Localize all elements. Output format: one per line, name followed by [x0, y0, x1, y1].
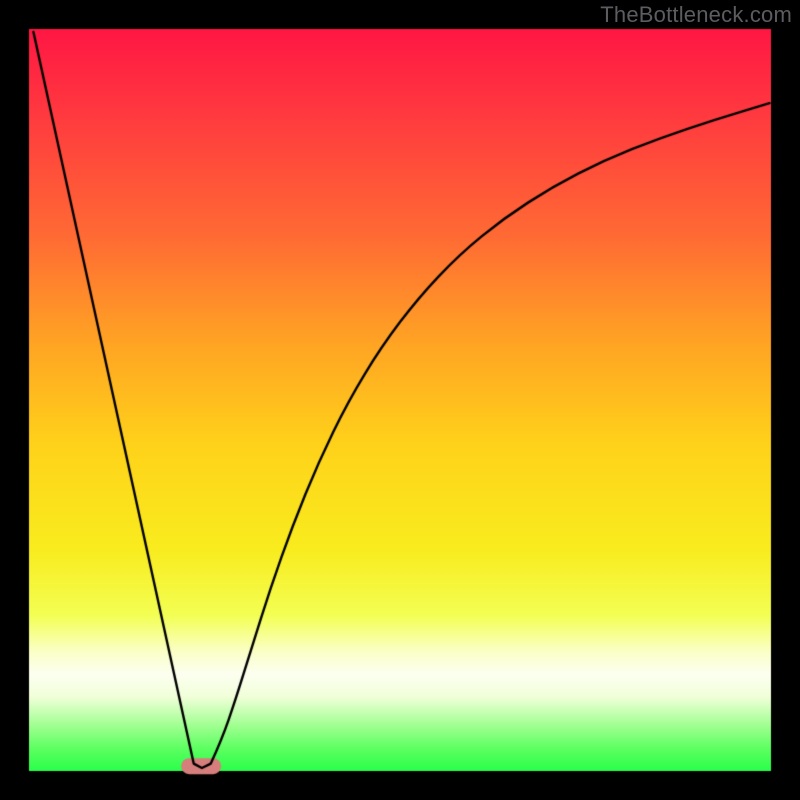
gradient-curve-chart — [0, 0, 800, 800]
chart-container: TheBottleneck.com — [0, 0, 800, 800]
watermark-label: TheBottleneck.com — [600, 2, 792, 28]
